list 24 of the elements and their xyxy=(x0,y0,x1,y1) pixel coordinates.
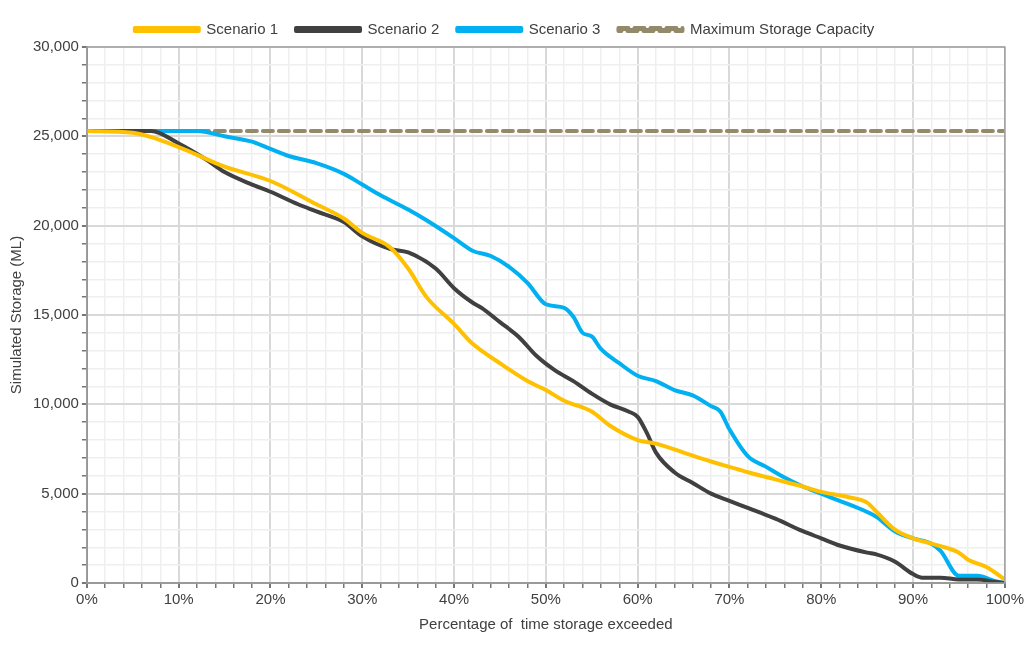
y-tick-label: 10,000 xyxy=(32,394,79,412)
x-tick-label: 60% xyxy=(622,590,653,608)
y-tick-label: 5,000 xyxy=(41,483,79,501)
x-tick-label: 0% xyxy=(76,590,98,608)
x-tick-label: 100% xyxy=(985,590,1025,608)
legend-label: Scenario 3 xyxy=(528,19,601,37)
x-tick-label: 90% xyxy=(898,590,929,608)
x-tick-label: 70% xyxy=(714,590,745,608)
x-axis-title: Percentage of time storage exceeded xyxy=(419,615,673,633)
x-tick-label: 80% xyxy=(806,590,837,608)
x-tick-label: 20% xyxy=(255,590,286,608)
y-tick-label: 25,000 xyxy=(32,126,79,144)
x-tick-label: 50% xyxy=(530,590,561,608)
legend-label: Scenario 1 xyxy=(206,19,279,37)
legend-label: Maximum Storage Capacity xyxy=(689,19,875,37)
y-tick-label: 0 xyxy=(70,573,79,591)
y-tick-label: 15,000 xyxy=(32,305,79,323)
y-axis-title: Simulated Storage (ML) xyxy=(7,235,25,395)
legend-label: Scenario 2 xyxy=(367,19,440,37)
x-tick-label: 40% xyxy=(439,590,470,608)
y-tick-label: 20,000 xyxy=(32,215,79,233)
x-tick-label: 10% xyxy=(163,590,194,608)
x-tick-label: 30% xyxy=(347,590,378,608)
y-tick-label: 30,000 xyxy=(32,37,79,55)
